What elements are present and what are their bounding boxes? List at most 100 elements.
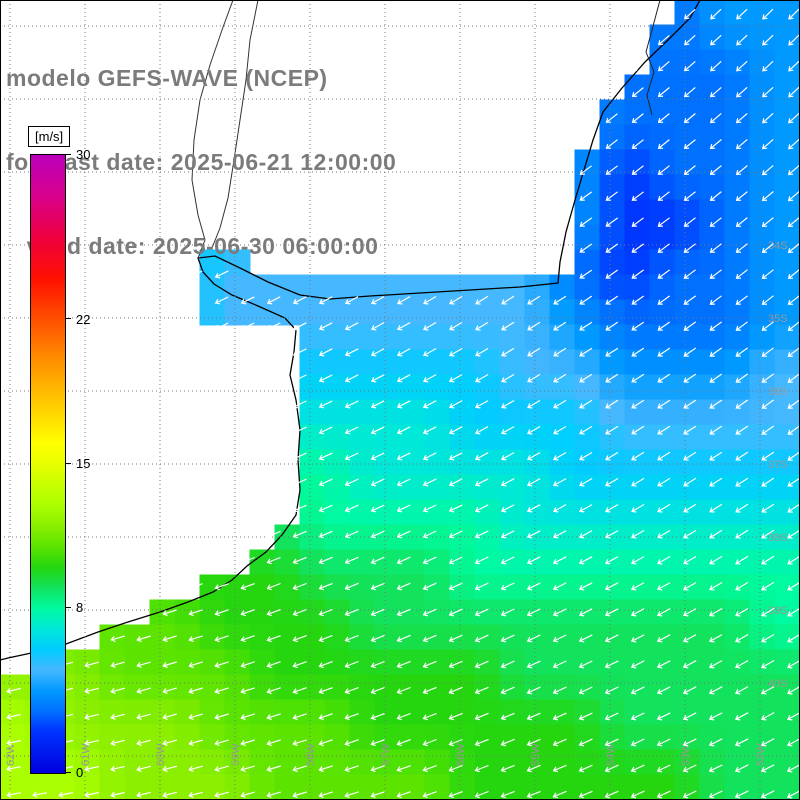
wave-direction-arrow <box>318 348 333 357</box>
wave-direction-arrow <box>370 791 385 799</box>
wave-direction-arrow <box>578 556 593 565</box>
wave-direction-arrow <box>761 686 775 695</box>
wave-direction-arrow <box>422 660 437 669</box>
wave-direction-arrow <box>735 451 749 461</box>
wave-direction-arrow <box>318 765 333 773</box>
wave-direction-arrow <box>630 790 645 799</box>
wave-direction-arrow <box>423 348 437 357</box>
wave-direction-arrow <box>604 608 619 617</box>
wave-direction-arrow <box>370 765 385 773</box>
wave-direction-arrow <box>709 451 723 461</box>
wave-direction-arrow <box>786 764 800 773</box>
wave-direction-arrow <box>579 295 593 305</box>
wave-direction-arrow <box>708 790 723 799</box>
wave-direction-arrow <box>710 34 722 46</box>
wave-direction-arrow <box>657 60 670 72</box>
wave-direction-arrow <box>370 452 385 461</box>
wave-direction-arrow <box>631 477 645 487</box>
wave-direction-arrow <box>709 634 723 643</box>
wave-direction-arrow <box>579 425 593 435</box>
wave-direction-arrow <box>526 660 541 669</box>
wave-direction-arrow <box>240 739 255 747</box>
wave-direction-arrow <box>552 608 567 617</box>
wave-direction-arrow <box>527 295 541 305</box>
wave-direction-arrow <box>761 451 775 461</box>
wave-direction-arrow <box>787 685 800 695</box>
wave-direction-arrow <box>788 60 800 72</box>
wave-direction-arrow <box>553 295 567 305</box>
wave-direction-arrow <box>474 504 489 513</box>
wave-direction-arrow <box>683 581 697 591</box>
wave-direction-arrow <box>84 765 99 772</box>
wave-direction-arrow <box>396 582 411 591</box>
wave-direction-arrow <box>449 347 463 357</box>
wave-direction-arrow <box>292 478 307 487</box>
wave-direction-arrow <box>214 791 229 798</box>
wave-direction-arrow <box>266 765 281 773</box>
wave-direction-arrow <box>683 477 697 487</box>
wave-direction-arrow <box>32 791 48 798</box>
wave-direction-arrow <box>449 400 463 409</box>
wave-direction-arrow <box>736 8 748 20</box>
wave-direction-arrow <box>6 713 21 720</box>
wave-direction-arrow <box>292 608 307 617</box>
wave-direction-arrow <box>631 243 645 253</box>
wave-direction-arrow <box>162 713 177 720</box>
wave-direction-arrow <box>579 451 593 461</box>
wave-direction-arrow <box>657 139 670 150</box>
wave-direction-arrow <box>657 555 671 565</box>
valid-date-line: valid date: 2025-06-30 06:00:00 <box>6 233 379 259</box>
wave-direction-arrow <box>630 660 645 669</box>
wave-direction-arrow <box>474 530 489 539</box>
wave-direction-arrow <box>214 583 229 591</box>
wave-direction-arrow <box>448 478 463 487</box>
wave-direction-arrow <box>761 373 775 383</box>
wave-direction-arrow <box>657 321 671 331</box>
wave-direction-arrow <box>657 347 671 357</box>
wave-direction-arrow <box>552 790 567 799</box>
wave-direction-arrow <box>500 478 515 487</box>
wave-direction-arrow <box>605 530 619 539</box>
wave-direction-arrow <box>761 191 774 202</box>
wave-direction-arrow <box>735 165 748 176</box>
wave-direction-arrow <box>422 504 437 513</box>
wave-direction-arrow <box>708 686 723 695</box>
wave-direction-arrow <box>683 269 696 279</box>
wave-direction-arrow <box>188 583 203 591</box>
wave-direction-arrow <box>240 661 255 669</box>
wave-direction-arrow <box>553 321 567 331</box>
wave-direction-arrow <box>630 634 645 643</box>
wave-direction-arrow <box>475 347 489 357</box>
wave-direction-arrow <box>552 686 567 695</box>
wave-direction-arrow <box>656 790 671 799</box>
wave-direction-arrow <box>526 790 541 799</box>
wave-direction-arrow <box>370 348 385 357</box>
wave-direction-arrow <box>735 138 748 150</box>
wave-direction-arrow <box>501 373 515 383</box>
wave-direction-arrow <box>370 478 385 487</box>
wave-direction-arrow <box>500 634 515 643</box>
wave-direction-arrow <box>631 582 645 591</box>
lat-label: 34S <box>768 240 788 252</box>
wave-direction-arrow <box>162 739 177 746</box>
wave-direction-arrow <box>448 582 463 591</box>
wave-direction-arrow <box>318 687 333 695</box>
wave-direction-arrow <box>761 581 775 591</box>
wave-direction-arrow <box>292 635 307 643</box>
wave-direction-arrow <box>709 165 722 176</box>
wave-direction-arrow <box>266 635 281 643</box>
wave-direction-arrow <box>578 738 593 747</box>
wave-direction-arrow <box>448 660 463 669</box>
wave-direction-arrow <box>240 583 255 591</box>
wave-direction-arrow <box>318 374 333 383</box>
wave-direction-arrow <box>735 399 749 409</box>
wave-direction-arrow <box>605 243 619 253</box>
wave-direction-arrow <box>423 374 437 383</box>
lon-label: 55W <box>530 743 542 766</box>
wave-direction-arrow <box>787 217 800 228</box>
wave-direction-arrow <box>553 451 567 461</box>
wave-direction-arrow <box>292 739 307 747</box>
wave-direction-arrow <box>448 426 463 435</box>
wave-direction-arrow <box>735 269 748 279</box>
wave-direction-arrow <box>475 295 489 305</box>
